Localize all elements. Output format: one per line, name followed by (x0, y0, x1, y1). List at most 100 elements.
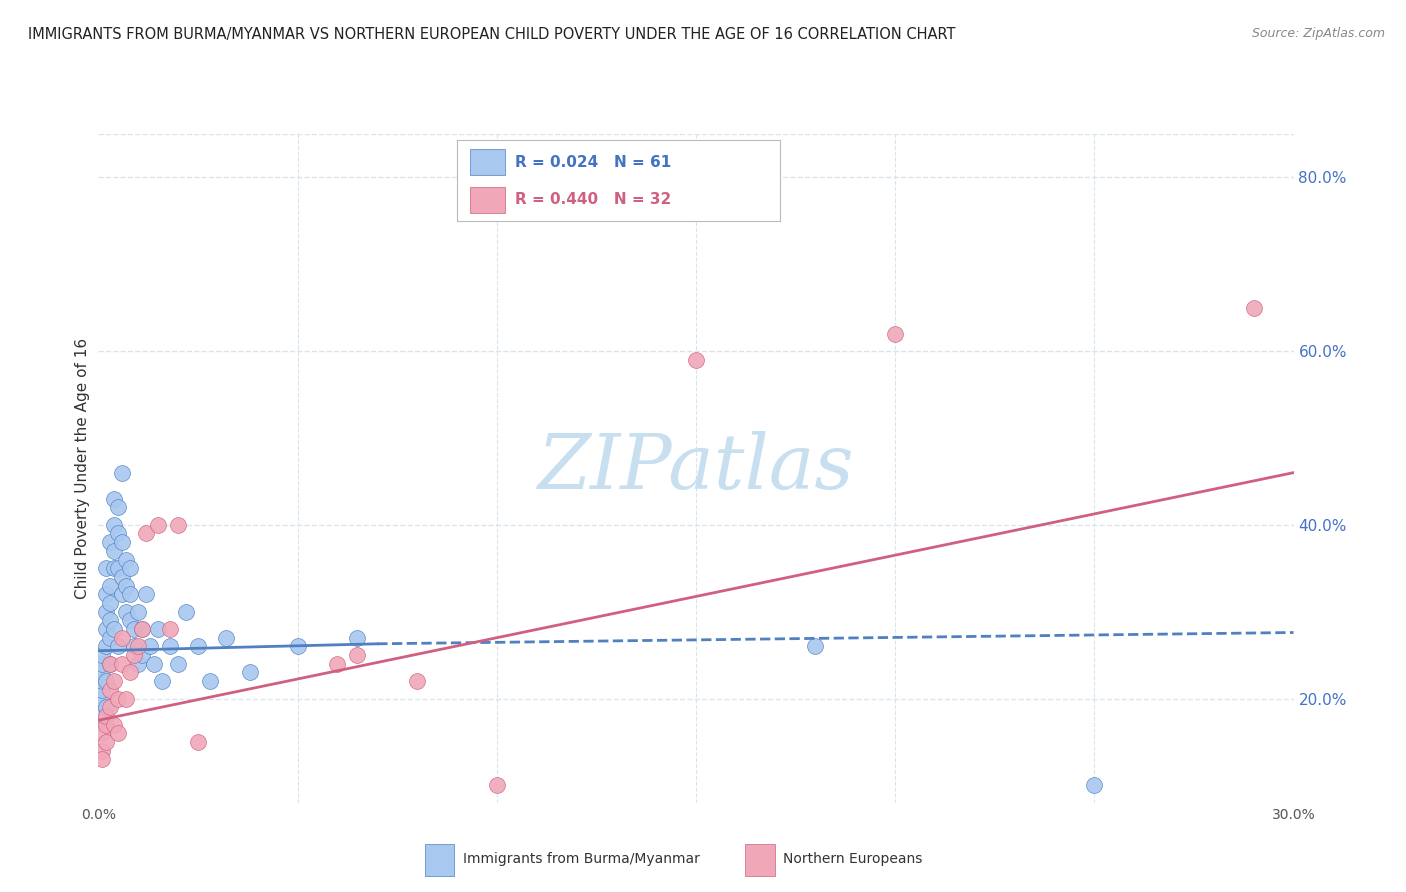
Text: Immigrants from Burma/Myanmar: Immigrants from Burma/Myanmar (463, 852, 699, 865)
Point (96, 717, 118, 731)
Point (91, 682, 114, 697)
Point (120, 665, 142, 680)
Point (96, 640, 118, 654)
Point (287, 640, 309, 654)
Point (111, 466, 134, 480)
Point (107, 500, 129, 515)
Point (111, 657, 134, 671)
Point (96, 605, 118, 619)
Point (111, 535, 134, 549)
Point (159, 640, 181, 654)
Point (115, 691, 138, 706)
Point (96, 674, 118, 689)
Point (198, 674, 221, 689)
Point (215, 631, 238, 645)
Point (91, 752, 114, 766)
Point (100, 596, 122, 610)
Point (91, 648, 114, 662)
Point (131, 622, 153, 636)
Point (100, 631, 122, 645)
Text: IMMIGRANTS FROM BURMA/MYANMAR VS NORTHERN EUROPEAN CHILD POVERTY UNDER THE AGE O: IMMIGRANTS FROM BURMA/MYANMAR VS NORTHER… (28, 27, 956, 42)
Point (120, 613, 142, 627)
Point (406, 674, 429, 689)
Point (174, 605, 197, 619)
Point (187, 640, 209, 654)
Point (326, 657, 349, 671)
Point (111, 631, 134, 645)
Y-axis label: Child Poverty Under the Age of 16: Child Poverty Under the Age of 16 (75, 338, 90, 599)
Point (103, 491, 125, 506)
Point (120, 587, 142, 601)
Point (103, 561, 125, 575)
Point (91, 674, 114, 689)
Point (127, 657, 149, 671)
Point (103, 622, 125, 636)
Point (103, 517, 125, 532)
Point (139, 640, 162, 654)
Point (115, 552, 138, 566)
Point (107, 561, 129, 575)
Bar (425, 844, 454, 876)
Text: Northern Europeans: Northern Europeans (783, 852, 922, 865)
Point (103, 544, 125, 558)
Point (135, 526, 157, 541)
Point (346, 631, 368, 645)
Point (135, 587, 157, 601)
Point (100, 700, 122, 714)
Point (91, 709, 114, 723)
Point (111, 570, 134, 584)
Point (124, 622, 146, 636)
Point (187, 735, 209, 749)
Point (107, 726, 129, 740)
Point (107, 526, 129, 541)
Point (148, 517, 170, 532)
Text: ZIPatlas: ZIPatlas (537, 432, 855, 505)
Point (239, 665, 262, 680)
Point (100, 682, 122, 697)
Text: Source: ZipAtlas.com: Source: ZipAtlas.com (1251, 27, 1385, 40)
Point (346, 648, 368, 662)
Point (107, 640, 129, 654)
Point (884, 326, 907, 341)
Point (100, 535, 122, 549)
Point (103, 717, 125, 731)
Point (100, 613, 122, 627)
Point (115, 605, 138, 619)
Point (91, 691, 114, 706)
Point (100, 657, 122, 671)
Point (1083, 779, 1105, 793)
Point (96, 700, 118, 714)
Bar (745, 844, 775, 876)
Point (131, 648, 153, 662)
Point (96, 735, 118, 749)
Point (124, 640, 146, 654)
Point (159, 622, 181, 636)
Point (150, 674, 173, 689)
Point (120, 561, 142, 575)
Point (91, 665, 114, 680)
Point (143, 657, 166, 671)
Point (96, 561, 118, 575)
Point (1243, 301, 1265, 315)
Point (115, 578, 138, 592)
Point (127, 605, 149, 619)
Point (107, 691, 129, 706)
Point (804, 640, 827, 654)
Point (111, 587, 134, 601)
Point (91, 726, 114, 740)
Point (685, 352, 707, 367)
Point (91, 657, 114, 671)
Point (485, 779, 508, 793)
Point (91, 744, 114, 758)
Point (167, 517, 190, 532)
Point (96, 709, 118, 723)
Point (96, 587, 118, 601)
Point (124, 648, 146, 662)
Point (127, 640, 149, 654)
Point (167, 657, 190, 671)
Point (100, 657, 122, 671)
Point (131, 622, 153, 636)
Point (96, 622, 118, 636)
Point (148, 622, 170, 636)
Point (100, 578, 122, 592)
